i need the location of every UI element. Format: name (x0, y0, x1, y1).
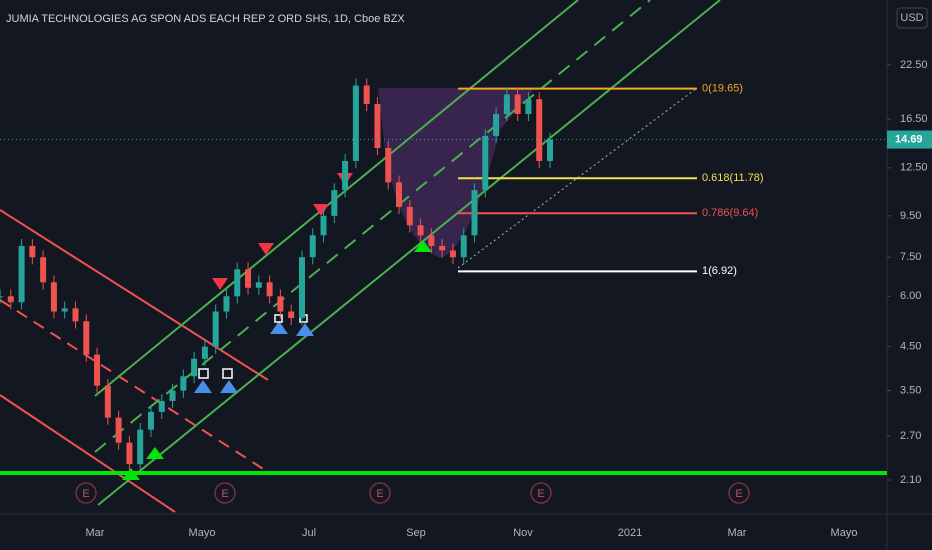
candle (277, 296, 284, 312)
candle (320, 215, 327, 236)
earnings-marker (728, 482, 750, 504)
last-price-label: 14.69 (895, 133, 923, 145)
earnings-marker (369, 482, 391, 504)
y-tick-label: 2.70 (900, 430, 921, 442)
candle (83, 321, 90, 355)
fib-label: 0.618(11.78) (702, 172, 764, 184)
candle (396, 182, 403, 207)
y-tick-label: 16.50 (900, 113, 928, 125)
fib-label: 0.786(9.64) (702, 207, 758, 219)
earnings-marker (214, 482, 236, 504)
candle (460, 235, 467, 258)
candle (525, 99, 532, 114)
earnings-label: E (82, 488, 89, 500)
candle (514, 94, 521, 114)
x-tick-label: Mayo (189, 527, 216, 539)
candle (482, 135, 489, 191)
candle (191, 358, 198, 377)
candle (212, 311, 219, 347)
candle (439, 245, 446, 251)
x-tick-label: Sep (406, 527, 426, 539)
candle (104, 385, 111, 418)
candle (547, 139, 553, 161)
candle (471, 190, 478, 236)
candle (94, 354, 101, 386)
candle (223, 296, 230, 312)
y-tick-label: 7.50 (900, 251, 921, 263)
candle (363, 85, 370, 104)
x-tick-label: 2021 (618, 527, 642, 539)
x-tick-label: Mar (728, 527, 747, 539)
candle (255, 282, 262, 288)
candle (342, 160, 349, 191)
candle (449, 250, 456, 258)
candle (147, 411, 154, 430)
candle (234, 269, 241, 297)
candle (40, 257, 47, 283)
red-channel (0, 209, 269, 513)
candle (493, 113, 500, 136)
y-tick-label: 2.10 (900, 474, 921, 486)
y-tick-label: 4.50 (900, 341, 921, 353)
currency-box[interactable] (896, 7, 928, 29)
x-tick-label: Mayo (831, 527, 858, 539)
candle (50, 282, 57, 312)
earnings-label: E (376, 488, 383, 500)
candle (428, 235, 435, 246)
earnings-marker (530, 482, 552, 504)
candle (158, 400, 165, 412)
y-tick-label: 6.00 (900, 290, 921, 302)
candle (536, 99, 543, 161)
candle (180, 376, 187, 391)
earnings-label: E (221, 488, 228, 500)
candle (298, 257, 305, 319)
y-tick-label: 22.50 (900, 59, 928, 71)
candle (61, 308, 68, 312)
earnings-marker (75, 482, 97, 504)
candle (309, 235, 316, 258)
candle (7, 296, 14, 303)
candle (417, 225, 424, 236)
candle (374, 103, 381, 148)
candle (245, 269, 252, 288)
currency[interactable]: USD (900, 12, 923, 24)
candle (18, 245, 25, 303)
chart-title: JUMIA TECHNOLOGIES AG SPON ADS EACH REP … (6, 13, 405, 25)
candle (201, 346, 208, 359)
y-tick-label: 3.50 (900, 385, 921, 397)
y-tick-label: 12.50 (900, 162, 928, 174)
fib-label: 1(6.92) (702, 265, 737, 277)
signals (122, 173, 432, 480)
candle (72, 308, 79, 322)
candle (331, 190, 338, 216)
candle (126, 442, 133, 465)
fib-label: 0(19.65) (702, 83, 743, 95)
earnings-label: E (537, 488, 544, 500)
candle (169, 390, 176, 401)
earnings-label: E (735, 488, 742, 500)
candle (352, 85, 359, 161)
candle (503, 94, 510, 114)
candle (288, 311, 295, 319)
x-tick-label: Jul (302, 527, 316, 539)
x-tick-label: Nov (513, 527, 533, 539)
candle (406, 206, 413, 226)
candle (115, 417, 122, 443)
candle (266, 282, 273, 297)
candle (137, 429, 144, 465)
last-price-box (887, 130, 932, 149)
candle (0, 296, 3, 298)
x-tick-label: Mar (86, 527, 105, 539)
candle (29, 245, 36, 258)
candle (385, 147, 392, 183)
y-tick-label: 9.50 (900, 210, 921, 222)
